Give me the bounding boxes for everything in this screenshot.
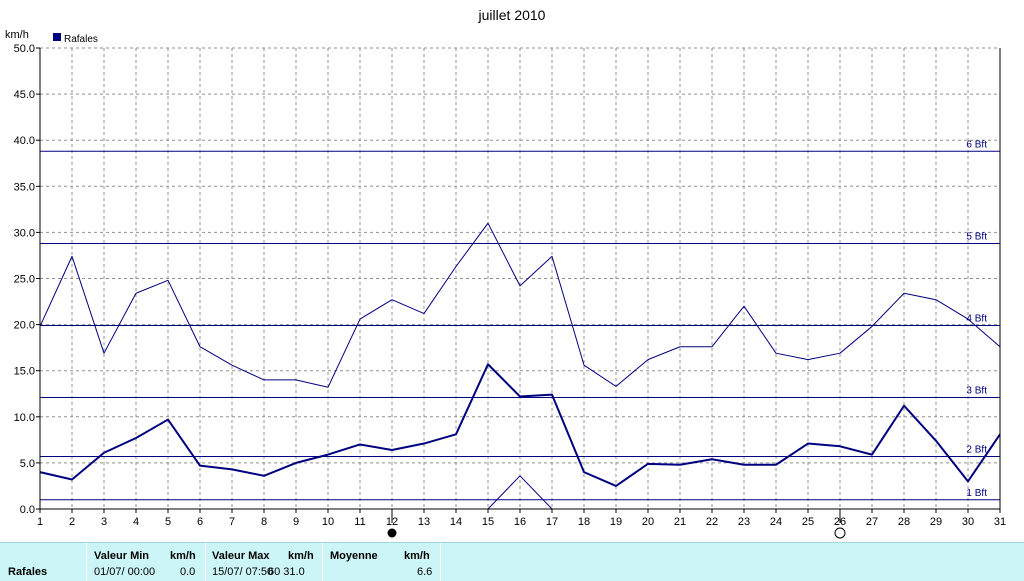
x-tick-label: 6 <box>197 516 203 528</box>
max-header: Valeur Max <box>212 550 270 562</box>
y-tick-label: 35.0 <box>14 181 35 193</box>
x-tick-label: 28 <box>898 516 910 528</box>
min-header: Valeur Min <box>94 550 150 562</box>
x-tick-label: 17 <box>546 516 558 528</box>
beaufort-lines: 1 Bft 2 Bft 3 Bft 4 Bft 5 Bft 6 Bft <box>40 139 1000 501</box>
x-tick-label: 13 <box>418 516 430 528</box>
y-tick-label: 50.0 <box>14 43 35 55</box>
avg-header: Moyenne <box>330 550 378 562</box>
x-tick-label: 3 <box>101 516 107 528</box>
beaufort-label: 2 Bft <box>966 444 987 455</box>
x-tick-label: 11 <box>354 516 365 528</box>
beaufort-label: 6 Bft <box>966 139 987 150</box>
y-tick-label: 5.0 <box>20 458 35 470</box>
series <box>39 222 1001 510</box>
min-unit: km/h <box>170 550 196 562</box>
stats-row-label: Rafales <box>8 566 48 578</box>
x-tick-label: 14 <box>450 516 462 528</box>
y-tick-label: 25.0 <box>14 274 35 286</box>
beaufort-label: 3 Bft <box>966 385 987 396</box>
chart: juillet 2010 km/h Rafales 1 Bft 2 Bft 3 Bf… <box>5 7 1007 539</box>
y-tick-label: 10.0 <box>14 412 35 424</box>
x-tick-label: 20 <box>642 516 654 528</box>
max-value: 60 31.0 <box>268 566 305 578</box>
x-tick-label: 27 <box>866 516 878 528</box>
avg-unit: km/h <box>404 550 430 562</box>
new-moon-icon <box>387 528 397 538</box>
y-tick-label: 20.0 <box>14 320 35 332</box>
beaufort-label: 5 Bft <box>966 231 987 242</box>
x-tick-label: 19 <box>610 516 622 528</box>
min-value: 0.0 <box>180 566 196 578</box>
y-tick-label: 0.0 <box>20 504 35 516</box>
x-tick-label: 25 <box>802 516 814 528</box>
x-tick-label: 7 <box>229 516 235 528</box>
series-line-mean <box>39 363 1001 487</box>
full-moon-icon <box>834 527 846 539</box>
x-tick-label: 18 <box>578 516 590 528</box>
legend-swatch <box>53 33 61 41</box>
x-tick-label: 10 <box>322 516 334 528</box>
x-tick-label: 31 <box>994 516 1006 528</box>
beaufort-label: 4 Bft <box>966 314 987 325</box>
x-tick-label: 22 <box>706 516 718 528</box>
x-tick-label: 21 <box>674 516 686 528</box>
axes: 0.0 5.0 10.0 15.0 20.0 25.0 30.0 35.0 40.0 45.0 50… <box>14 43 1007 528</box>
y-tick-label: 30.0 <box>14 227 35 239</box>
stats-bar: Rafales Valeur Min km/h 01/07/ 00:00 0.0… <box>0 542 1024 581</box>
y-axis-unit: km/h <box>5 29 29 41</box>
x-tick-label: 5 <box>165 516 171 528</box>
moon-phases <box>387 509 846 539</box>
max-when: 15/07/ 07:50 <box>212 566 274 578</box>
series-line-min <box>487 475 553 510</box>
x-tick-label: 15 <box>482 516 494 528</box>
x-tick-label: 29 <box>930 516 942 528</box>
beaufort-label: 1 Bft <box>966 488 987 499</box>
series-line-max <box>39 222 1001 388</box>
x-tick-label: 1 <box>37 516 43 528</box>
avg-value: 6.6 <box>417 566 433 578</box>
y-tick-label: 15.0 <box>14 366 35 378</box>
x-tick-label: 24 <box>770 516 782 528</box>
min-when: 01/07/ 00:00 <box>94 566 156 578</box>
x-tick-label: 2 <box>69 516 75 528</box>
grid <box>40 47 1001 509</box>
x-tick-label: 4 <box>133 516 139 528</box>
legend-label: Rafales <box>64 34 98 45</box>
y-tick-label: 40.0 <box>14 135 35 147</box>
y-tick-label: 45.0 <box>14 89 35 101</box>
x-tick-label: 30 <box>962 516 974 528</box>
x-tick-label: 8 <box>261 516 267 528</box>
chart-title: juillet 2010 <box>478 7 546 23</box>
x-tick-label: 23 <box>738 516 750 528</box>
x-tick-label: 16 <box>514 516 526 528</box>
x-tick-label: 9 <box>293 516 299 528</box>
max-unit: km/h <box>288 550 314 562</box>
